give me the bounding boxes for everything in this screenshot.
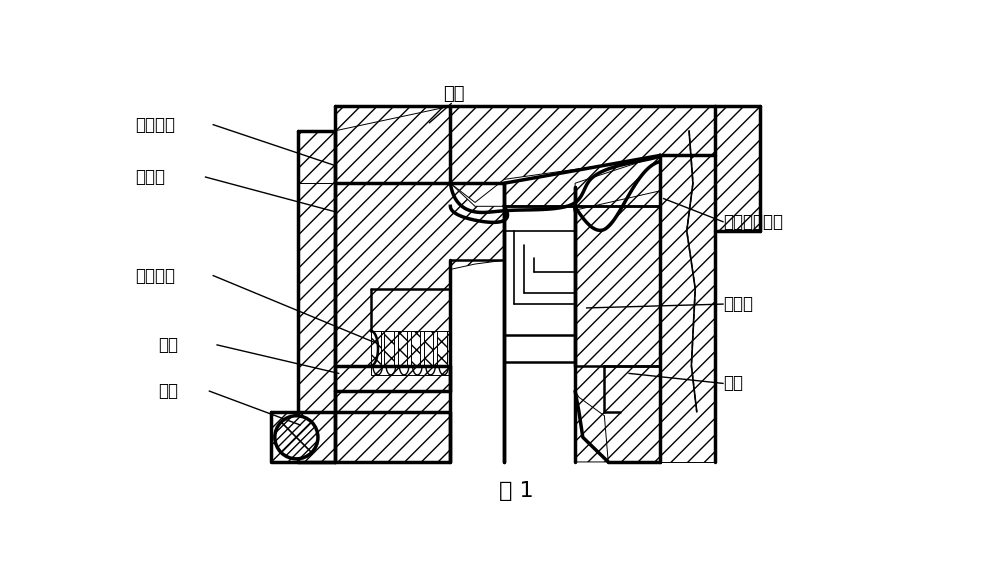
Text: 动力密封总成: 动力密封总成 (723, 213, 783, 231)
Polygon shape (576, 191, 660, 462)
Polygon shape (576, 155, 660, 462)
Polygon shape (371, 366, 451, 375)
Polygon shape (451, 106, 716, 203)
Polygon shape (371, 288, 451, 331)
Circle shape (275, 416, 318, 459)
Text: 图 1: 图 1 (499, 481, 534, 501)
Polygon shape (660, 155, 716, 462)
Text: 停车密封: 停车密封 (135, 267, 174, 284)
Polygon shape (335, 183, 504, 462)
Text: 轴套: 轴套 (158, 336, 177, 354)
Polygon shape (298, 183, 335, 462)
Polygon shape (335, 366, 451, 391)
Polygon shape (335, 106, 451, 183)
Text: 叶轮: 叶轮 (723, 374, 743, 392)
Polygon shape (384, 331, 394, 366)
Polygon shape (716, 106, 760, 231)
Polygon shape (437, 331, 447, 366)
Polygon shape (504, 155, 660, 207)
Polygon shape (371, 331, 381, 366)
Text: 泵轴: 泵轴 (158, 382, 177, 400)
Polygon shape (424, 331, 433, 366)
Polygon shape (271, 412, 451, 462)
Text: 固定导叶: 固定导叶 (135, 115, 174, 134)
Polygon shape (397, 331, 407, 366)
Text: 泵体: 泵体 (443, 85, 465, 103)
Polygon shape (298, 131, 335, 183)
Polygon shape (335, 106, 451, 183)
Text: 副叶片: 副叶片 (723, 295, 753, 313)
Polygon shape (410, 331, 420, 366)
Text: 副叶轮: 副叶轮 (135, 168, 164, 186)
